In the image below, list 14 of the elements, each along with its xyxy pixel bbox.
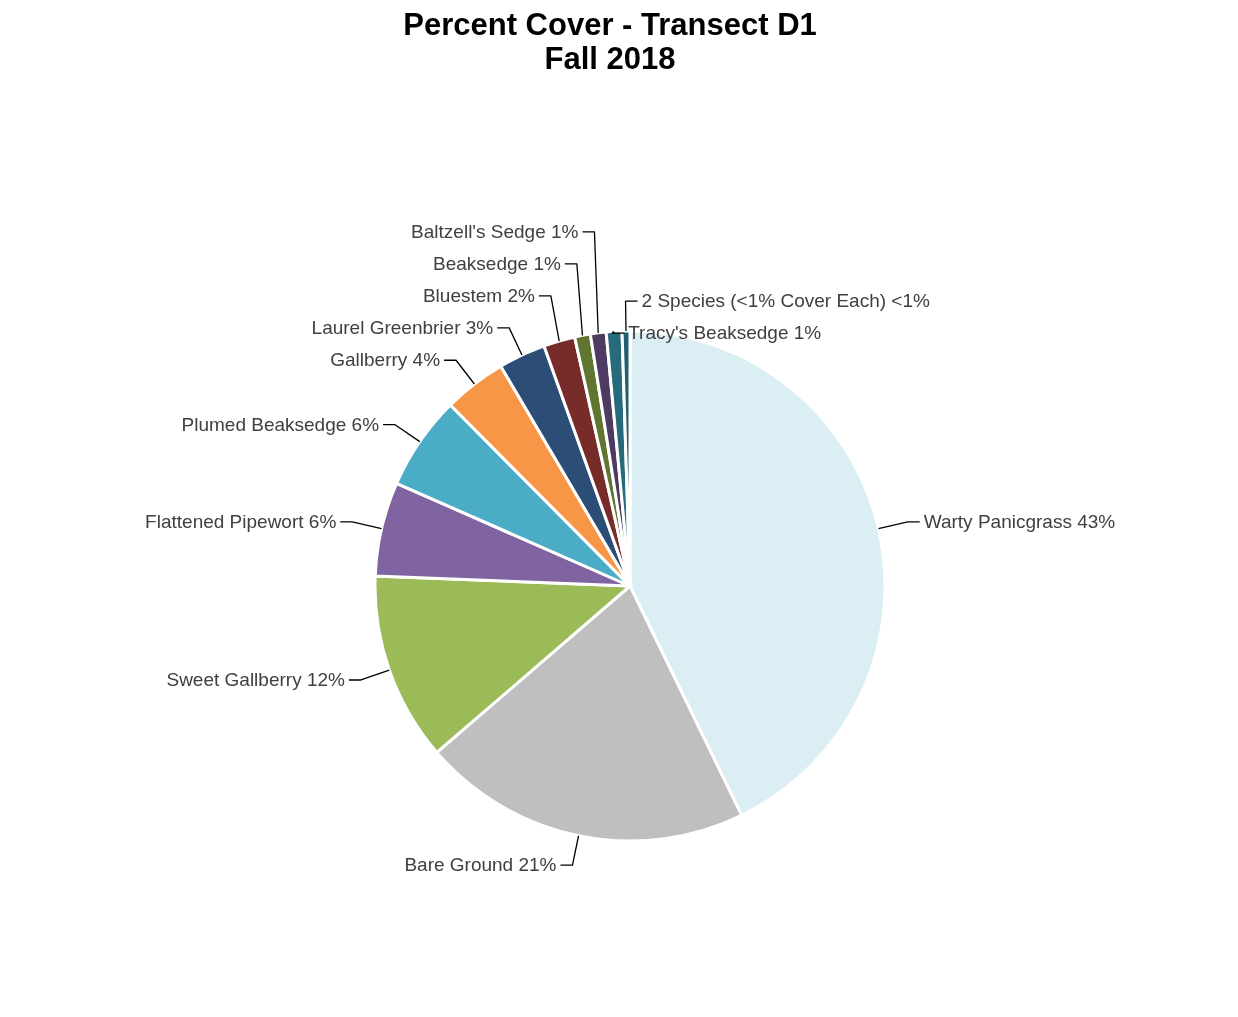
slice-label: Sweet Gallberry 12% [166,668,346,690]
chart-subtitle: Fall 2018 [544,41,676,76]
slice-label: Bare Ground 21% [404,854,557,876]
slice-label: Beaksedge 1% [433,252,561,274]
chart-title: Percent Cover - Transect D1 [403,7,817,42]
slice-label: Bluestem 2% [422,284,535,306]
slice-label: 2 Species (<1% Cover Each) <1% [641,290,930,312]
slice-label: Gallberry 4% [330,349,441,371]
slice-label: Flattened Pipewort 6% [145,510,337,532]
slice-label: Warty Panicgrass 43% [923,510,1116,532]
slice-label: Baltzell's Sedge 1% [411,220,579,242]
slice-label: Laurel Greenbrier 3% [311,316,494,338]
slice-label: Plumed Beaksedge 6% [181,413,380,435]
slice-label: Tracy's Beaksedge 1% [628,322,822,344]
